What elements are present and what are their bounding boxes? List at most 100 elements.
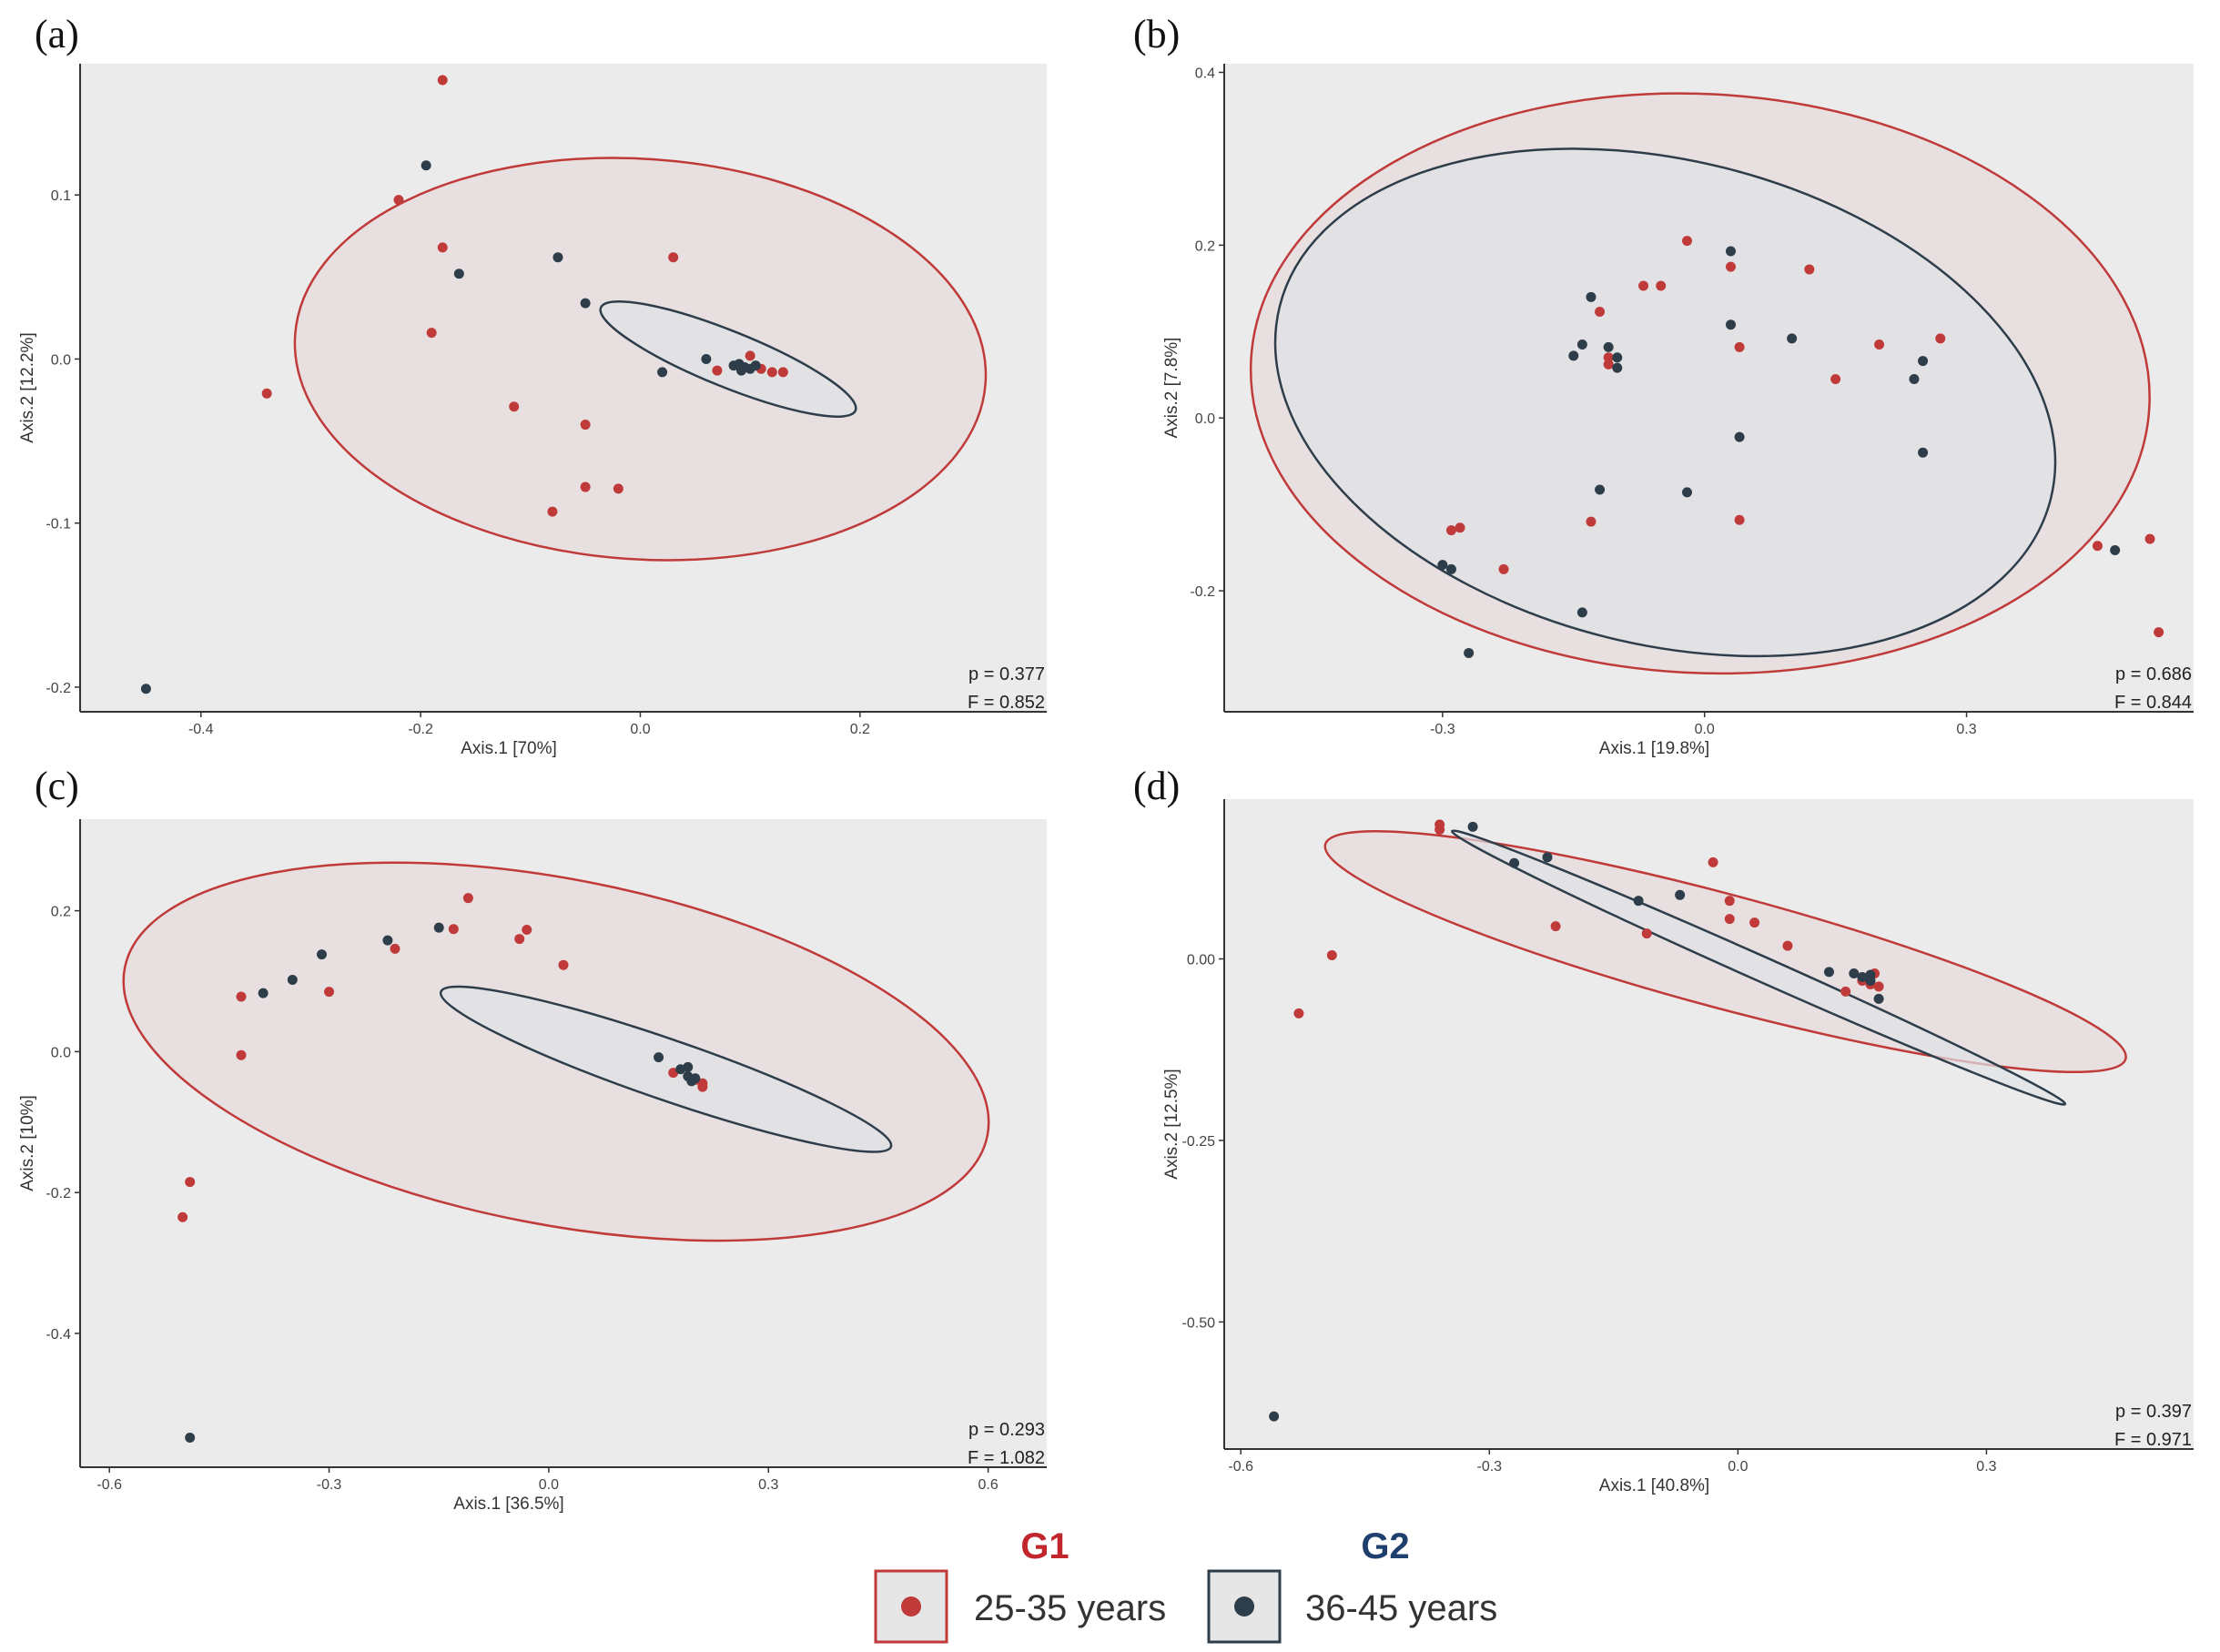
g2-point: [1603, 341, 1614, 352]
y-tick-label: -0.2: [1190, 584, 1215, 600]
p-value: p = 0.377: [968, 664, 1045, 684]
g1-point: [745, 350, 755, 361]
x-axis-label: Axis.1 [19.8%]: [1599, 739, 1709, 758]
f-statistic: F = 0.852: [968, 693, 1045, 713]
g2-point: [287, 974, 298, 985]
x-tick-label: -0.3: [1476, 1459, 1502, 1475]
g2-point: [750, 360, 761, 371]
g1-point: [668, 252, 679, 263]
g2-point: [1734, 431, 1745, 442]
g1-point: [2144, 533, 2155, 544]
g2-point: [701, 353, 712, 364]
y-tick-label: 0.0: [1195, 411, 1215, 427]
g1-point: [1782, 940, 1793, 951]
legend: G1 G2 25-35 years 36-45 years: [874, 1526, 1497, 1644]
g2-point: [1464, 647, 1475, 658]
p-value: p = 0.686: [2115, 664, 2192, 684]
g1-point: [2154, 627, 2164, 638]
g2-point: [1612, 352, 1623, 363]
g2-confidence-ellipse: [1273, 147, 2057, 658]
g2-point: [1445, 563, 1456, 574]
g1-point: [1603, 359, 1614, 370]
legend-g1-key: [874, 1569, 948, 1644]
g1-point: [1682, 236, 1693, 247]
g2-point: [185, 1432, 196, 1443]
g1-point: [448, 924, 459, 935]
g2-point: [2110, 544, 2121, 555]
x-tick-label: -0.3: [317, 1477, 342, 1493]
x-tick-label: 0.0: [630, 722, 650, 737]
g2-point: [686, 1076, 697, 1087]
g1-point: [580, 481, 591, 492]
g1-point: [1935, 333, 1946, 344]
x-tick-label: 0.0: [539, 1477, 559, 1493]
g1-point: [1724, 896, 1735, 907]
g2-point: [1918, 356, 1929, 367]
y-tick-label: 0.2: [1195, 238, 1215, 254]
plot-area: [1249, 92, 2164, 675]
g1-point: [547, 506, 558, 517]
g1-point: [558, 959, 569, 970]
f-statistic: F = 1.082: [968, 1448, 1045, 1468]
g2-point: [1725, 246, 1736, 257]
g2-confidence-ellipse: [1451, 829, 2067, 1106]
x-tick-label: 0.3: [1976, 1459, 1996, 1475]
g2-point: [433, 922, 444, 933]
g1-point: [509, 401, 520, 412]
g2-confidence-ellipse: [599, 299, 857, 418]
g2-point: [1509, 857, 1520, 868]
y-axis-label: Axis.2 [12.5%]: [1162, 1069, 1181, 1179]
g2-point: [1612, 362, 1623, 373]
g1-point: [462, 893, 473, 904]
g2-point: [1467, 821, 1478, 832]
g2-point: [1787, 333, 1798, 344]
y-tick-label: -0.1: [46, 517, 71, 532]
g2-point: [258, 988, 269, 998]
g2-point: [657, 367, 668, 378]
g2-point: [453, 269, 464, 279]
g2-point: [1568, 350, 1579, 361]
g1-confidence-ellipse: [293, 157, 988, 562]
g1-point: [1708, 856, 1718, 867]
g1-point: [1749, 917, 1760, 928]
panel-d: (d) -0.6 -0.3 0.0 0.3 -0.50 -0.25 0.00 Axis.1 [4…: [1133, 764, 2194, 1495]
legend-g1-label: 25-35 years: [974, 1588, 1166, 1628]
g1-point: [580, 420, 591, 431]
panel-label: (a): [35, 12, 79, 56]
g2-point: [1576, 607, 1587, 618]
legend-g2-label: 36-45 years: [1305, 1588, 1497, 1628]
y-tick-label: 0.0: [51, 1045, 71, 1060]
y-tick-label: -0.4: [46, 1327, 71, 1343]
g1-point: [236, 1049, 247, 1060]
g2-point: [1675, 889, 1686, 900]
g1-point: [177, 1211, 188, 1222]
x-tick-label: -0.4: [188, 722, 214, 737]
g1-point: [1874, 340, 1885, 350]
g2-point: [1542, 852, 1553, 863]
y-axis-label: Axis.2 [10%]: [18, 1095, 37, 1191]
g2-point: [1909, 374, 1920, 385]
g1-point: [1293, 1008, 1304, 1019]
x-tick-label: -0.3: [1430, 722, 1455, 737]
g1-point: [1873, 981, 1884, 992]
legend-g2-marker: [1234, 1596, 1254, 1617]
f-statistic: F = 0.971: [2114, 1430, 2192, 1450]
g1-point: [426, 328, 437, 339]
p-value: p = 0.293: [968, 1420, 1045, 1440]
x-tick-label: 0.6: [978, 1477, 998, 1493]
g1-point: [185, 1177, 196, 1188]
y-tick-label: 0.00: [1187, 953, 1215, 968]
g2-point: [1849, 968, 1860, 978]
g1-point: [1734, 514, 1745, 525]
g1-point: [1603, 352, 1614, 363]
g2-point: [421, 160, 431, 171]
x-tick-label: 0.2: [850, 722, 870, 737]
panel-label: (c): [35, 764, 79, 808]
x-tick-label: -0.6: [96, 1477, 122, 1493]
legend-g1-title: G1: [1020, 1526, 1069, 1566]
p-value: p = 0.397: [2115, 1402, 2192, 1422]
x-tick-label: 0.0: [1728, 1459, 1748, 1475]
g1-point: [1550, 921, 1561, 932]
g1-point: [324, 987, 335, 998]
